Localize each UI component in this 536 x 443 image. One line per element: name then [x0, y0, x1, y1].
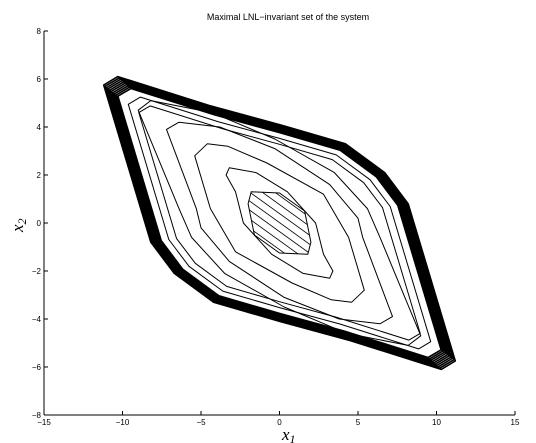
y-axis-label-base: x — [8, 224, 27, 233]
hatch-line — [248, 191, 311, 255]
hatch-line — [248, 191, 311, 255]
x-tick-label: 0 — [277, 418, 282, 427]
y-tick-label: −2 — [32, 267, 42, 276]
outer-contour-line — [107, 79, 452, 367]
y-tick-label: −6 — [32, 363, 42, 372]
outer-contour-line — [104, 77, 455, 369]
chart-title: Maximal LNL−invariant set of the system — [207, 12, 369, 22]
hatch-line — [248, 191, 311, 255]
hatch-line — [248, 191, 311, 255]
outer-contour-line — [110, 82, 449, 364]
x-tick-label: −15 — [37, 418, 51, 427]
x-axis: −15 −10 −5 0 5 10 15 — [37, 411, 520, 427]
outer-contour-line — [109, 81, 450, 365]
contour-line — [117, 87, 442, 359]
plot-area — [102, 75, 457, 424]
hatch-region — [188, 191, 371, 424]
y-tick-label: 2 — [37, 171, 42, 180]
hatch-line — [248, 191, 311, 255]
x-tick-label: −5 — [196, 418, 206, 427]
x-axis-label-sub: 1 — [290, 432, 296, 443]
contour-line — [127, 96, 432, 350]
y-tick-label: −4 — [32, 315, 42, 324]
contour-line — [137, 100, 422, 346]
y-tick-label: 8 — [37, 27, 42, 36]
x-tick-label: 15 — [511, 418, 520, 427]
y-tick-label: 6 — [37, 75, 42, 84]
x-axis-label-base: x — [281, 425, 290, 443]
outer-contour-line — [106, 78, 454, 368]
outer-contour-line — [102, 75, 457, 371]
y-tick-label: 4 — [37, 123, 42, 132]
hatch-line — [188, 292, 371, 424]
y-axis: −8 −6 −4 −2 0 2 4 6 8 — [32, 27, 48, 420]
y-axis-label: x2 — [8, 218, 29, 233]
contour-line — [225, 167, 334, 279]
x-axis-label: x1 — [281, 425, 296, 443]
outer-contour-line — [112, 83, 447, 363]
contour-line — [194, 143, 365, 303]
contour-line — [247, 191, 312, 255]
hatch-line — [248, 237, 311, 255]
y-tick-label: 0 — [37, 219, 42, 228]
y-tick-label: −8 — [32, 411, 42, 420]
outer-contour-line — [113, 85, 446, 362]
outer-contour-line — [115, 86, 444, 360]
contour-line — [166, 121, 393, 325]
x-tick-label: 10 — [432, 418, 441, 427]
hatch-line — [248, 191, 311, 255]
contour-line — [138, 105, 421, 341]
hatch-line — [248, 191, 311, 255]
y-axis-label-sub: 2 — [15, 218, 29, 224]
x-tick-label: −10 — [116, 418, 130, 427]
x-tick-label: 5 — [356, 418, 361, 427]
